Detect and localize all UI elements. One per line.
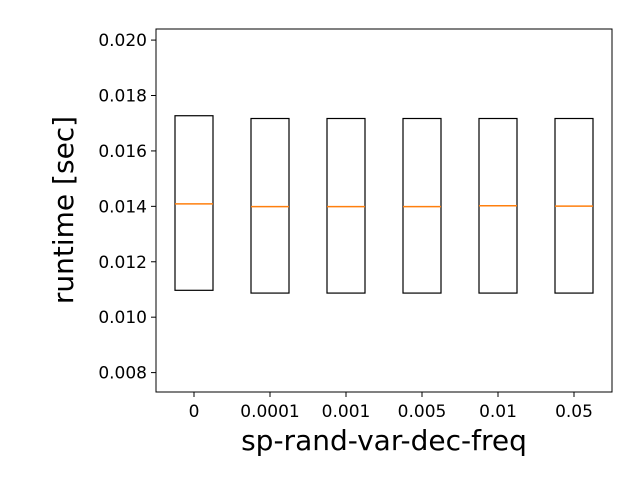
- y-tick-label: 0.018: [98, 87, 147, 107]
- y-tick-label: 0.020: [98, 31, 147, 51]
- x-tick-label: 0.005: [398, 402, 447, 422]
- x-axis: 0 0.0001 0.001 0.005 0.01 0.05: [189, 392, 593, 422]
- box-0.005: [402, 117, 442, 294]
- x-tick-label: 0: [189, 402, 200, 422]
- plot-frame: [155, 28, 613, 393]
- x-axis-label: sp-rand-var-dec-freq: [241, 424, 527, 457]
- x-tick-label: 0.0001: [240, 402, 299, 422]
- plot-area: [174, 115, 594, 294]
- x-tick-label: 0.05: [555, 402, 593, 422]
- y-tick-label: 0.010: [98, 308, 147, 328]
- y-axis: 0.008 0.010 0.012 0.014 0.016 0.018 0.020: [98, 31, 156, 384]
- box-0: [174, 115, 214, 291]
- x-tick-label: 0.001: [322, 402, 371, 422]
- y-axis-label: runtime [sec]: [47, 116, 80, 304]
- y-tick-label: 0.016: [98, 142, 147, 162]
- box-0.001: [326, 117, 366, 294]
- y-tick-label: 0.008: [98, 364, 147, 384]
- box-0.0001: [250, 117, 290, 294]
- y-tick-label: 0.014: [98, 197, 147, 217]
- y-tick-label: 0.012: [98, 253, 147, 273]
- x-tick-label: 0.01: [479, 402, 517, 422]
